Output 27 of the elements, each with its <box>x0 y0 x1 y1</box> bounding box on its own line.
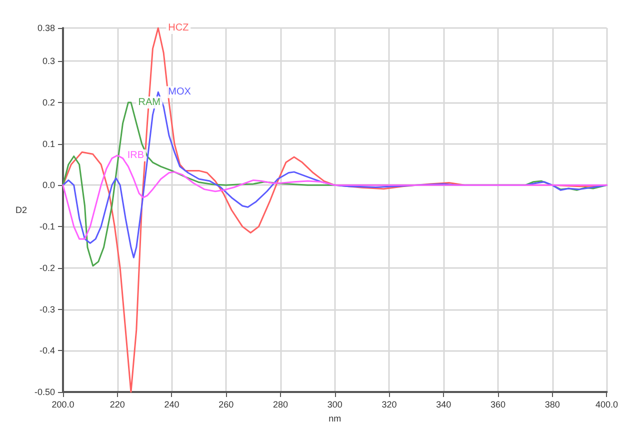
series-label: MOX <box>168 86 192 98</box>
y-tick-label: 0.1 <box>42 138 55 149</box>
x-tick-label: 380 <box>544 400 560 410</box>
x-tick-label: 280 <box>272 400 288 410</box>
x-tick-label: 220 <box>110 400 125 410</box>
y-tick-label: 0.2 <box>42 97 55 108</box>
x-tick-label: 200.0 <box>52 400 74 410</box>
y-tick-label: 0.0 <box>42 180 55 190</box>
y-tick-label: 0.3 <box>42 56 55 66</box>
series-label: HCZ <box>168 22 189 34</box>
y-tick-label: -0.1 <box>39 222 55 232</box>
x-tick-label: 300 <box>327 400 342 410</box>
x-tick-label: 360 <box>490 400 506 410</box>
y-tick-label: -0.2 <box>39 262 55 273</box>
series-label: IRB <box>127 150 144 161</box>
y-tick-label: -0.3 <box>39 304 55 314</box>
x-tick-label: 260 <box>218 400 234 410</box>
y-tick-label: -0.4 <box>39 346 55 356</box>
x-tick-label: 320 <box>382 400 397 410</box>
y-tick-label: -0.50 <box>34 387 55 397</box>
x-axis-title: nm <box>328 414 342 424</box>
x-tick-label: 340 <box>436 400 452 410</box>
x-tick-label: 240 <box>164 400 180 410</box>
x-tick-label: 400.0 <box>595 400 618 410</box>
y-tick-label: 0.38 <box>37 23 55 33</box>
series-label: RAM <box>138 96 160 108</box>
y-axis-title: D2 <box>15 205 27 215</box>
